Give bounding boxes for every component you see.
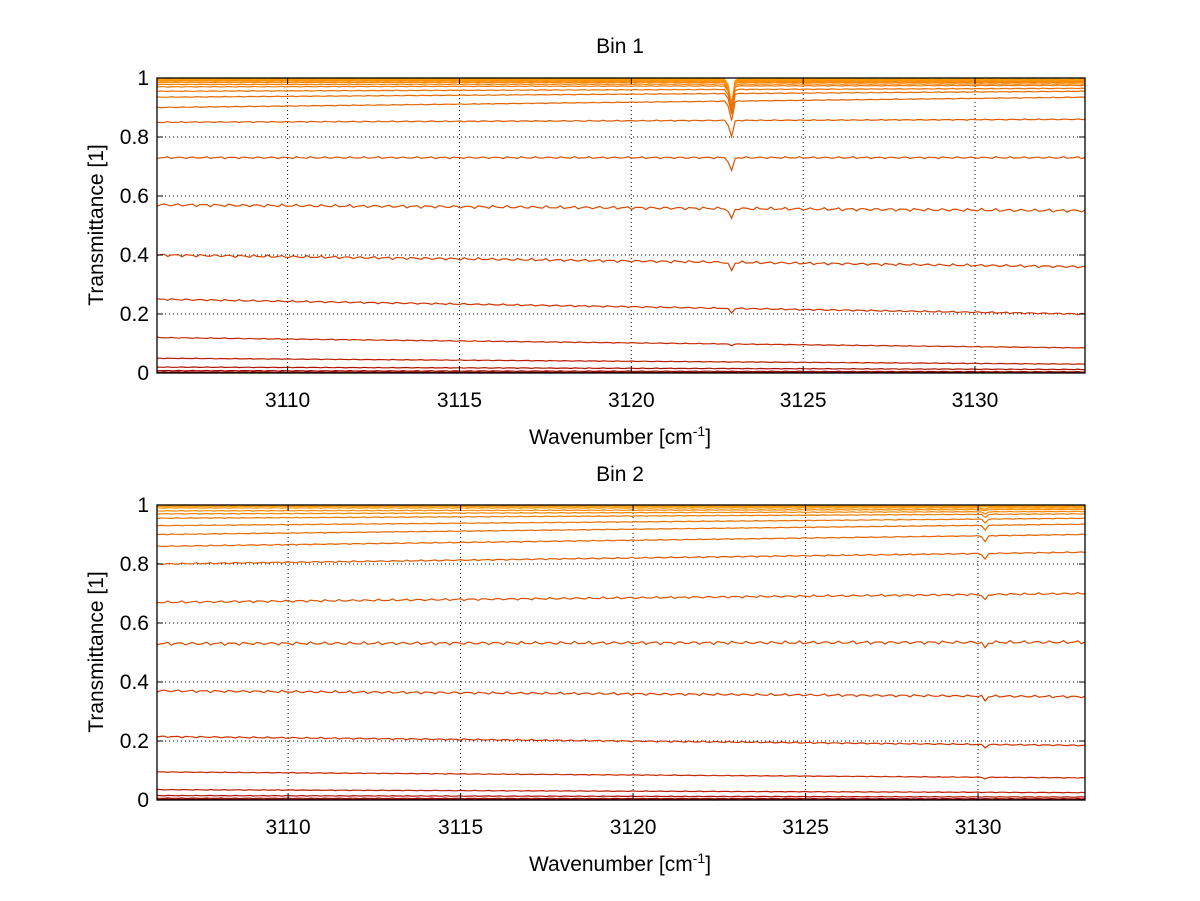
x-tick-label: 3115 xyxy=(438,816,483,839)
series-line xyxy=(156,513,1086,520)
series-line xyxy=(156,357,1086,365)
series-line xyxy=(156,551,1086,565)
series-line xyxy=(156,506,1086,510)
series-line xyxy=(156,505,1086,508)
series-line xyxy=(156,79,1086,106)
series-line xyxy=(156,523,1086,536)
series-line xyxy=(156,794,1086,798)
series-line xyxy=(156,366,1085,371)
series-line xyxy=(156,533,1086,547)
series-line xyxy=(156,771,1086,780)
series-line xyxy=(156,155,1086,173)
series-line xyxy=(156,591,1085,604)
y-tick-label: 0.2 xyxy=(120,730,149,753)
plot-area xyxy=(157,78,1085,373)
x-axis-label: Wavenumber [cm-1] xyxy=(529,423,711,449)
series-line xyxy=(156,735,1086,749)
x-tick-label: 3110 xyxy=(266,816,311,839)
series-line xyxy=(156,96,1086,121)
series-line xyxy=(157,797,1086,800)
x-tick-label: 3120 xyxy=(608,389,655,412)
x-tick-label: 3130 xyxy=(952,389,999,412)
y-tick-label: 0 xyxy=(137,362,149,385)
axes-frame xyxy=(156,77,1086,374)
series-line xyxy=(156,336,1086,349)
series-line xyxy=(156,639,1086,649)
x-tick-label: 3110 xyxy=(265,389,310,412)
series-line xyxy=(156,369,1086,373)
series-line xyxy=(156,517,1086,527)
x-tick-label: 3130 xyxy=(955,816,1002,839)
y-tick-label: 1 xyxy=(137,494,149,517)
series-line xyxy=(156,203,1086,220)
subplot-bin-1: Bin 1 Transmittance [1] Wavenumber [cm-1… xyxy=(85,35,1086,449)
y-tick-label: 0.2 xyxy=(120,303,149,326)
x-tick-label: 3125 xyxy=(780,389,827,412)
y-tick-label: 0.4 xyxy=(120,244,150,267)
series-line xyxy=(156,87,1086,112)
y-tick-label: 0.6 xyxy=(120,185,149,208)
series-line xyxy=(156,298,1086,316)
series-line xyxy=(156,253,1086,272)
y-tick-label: 0.8 xyxy=(120,126,149,149)
series-line xyxy=(156,118,1085,140)
series-line xyxy=(156,78,1086,105)
axes-frame xyxy=(156,504,1086,801)
x-tick-label: 3120 xyxy=(610,816,657,839)
subplot-title: Bin 2 xyxy=(596,463,644,486)
series-line xyxy=(156,788,1086,794)
subplot-title: Bin 1 xyxy=(596,35,644,58)
series-line xyxy=(156,689,1086,703)
subplot-bin-2: Bin 2 Transmittance [1] Wavenumber [cm-1… xyxy=(85,463,1086,876)
y-tick-label: 0.4 xyxy=(120,671,150,694)
x-axis-label: Wavenumber [cm-1] xyxy=(529,850,711,876)
y-tick-label: 0 xyxy=(137,789,149,812)
y-axis-label: Transmittance [1] xyxy=(85,571,108,732)
plot-area xyxy=(157,505,1085,800)
y-axis-label: Transmittance [1] xyxy=(85,144,108,305)
y-tick-label: 0.6 xyxy=(120,612,149,635)
x-tick-label: 3125 xyxy=(782,816,829,839)
series-line xyxy=(156,508,1086,512)
series-line xyxy=(156,82,1086,108)
series-line xyxy=(156,81,1086,107)
series-line xyxy=(156,90,1086,115)
series-line xyxy=(156,84,1086,108)
series-line xyxy=(156,79,1086,107)
series-line xyxy=(156,510,1086,515)
x-tick-label: 3115 xyxy=(437,389,482,412)
y-tick-label: 0.8 xyxy=(120,553,149,576)
y-tick-label: 1 xyxy=(137,67,149,90)
